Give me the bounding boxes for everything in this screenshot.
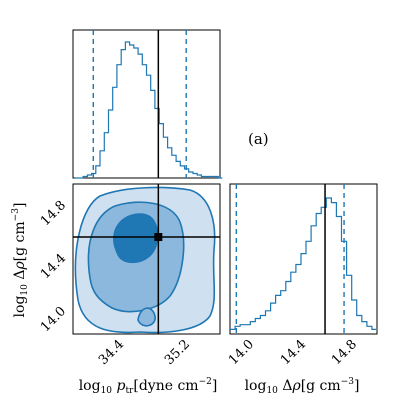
top-histogram-panel [72,29,223,179]
contour-x-axis-label: log10 ptr[dyne cm−2] [79,377,218,396]
top-histogram-frame [72,29,221,179]
contour-panel: 14.8 14.4 14.0 34.4 35.2 log10 ptr[dyne … [11,183,221,396]
contour-level-2sigma-island [137,307,156,327]
right-histogram-frame [229,183,378,335]
y-tick-label-14.0: 14.0 [38,304,69,335]
y-tick-label-14.4: 14.4 [38,251,69,282]
top-histogram-line [74,41,223,179]
right-x-tick-label-14.4: 14.4 [278,337,309,368]
right-x-axis-label: log10 Δρ[g cm−3] [245,377,360,396]
truth-marker [154,233,163,242]
x-tick-label-34.4: 34.4 [96,337,127,368]
right-x-tick-label-14.8: 14.8 [329,337,360,368]
right-histogram-line [230,197,376,330]
x-tick-label-35.2: 35.2 [162,337,193,368]
right-histogram-panel: 14.0 14.4 14.8 log10 Δρ[g cm−3] [226,183,378,396]
contour-y-axis-label: log10 Δρ[g cm−3] [11,203,30,318]
contour-frame [72,183,221,335]
right-x-tick-label-14.0: 14.0 [226,337,257,368]
panel-tag: (a) [248,130,269,148]
contour-level-1sigma [113,213,159,264]
y-tick-label-14.8: 14.8 [38,198,69,229]
